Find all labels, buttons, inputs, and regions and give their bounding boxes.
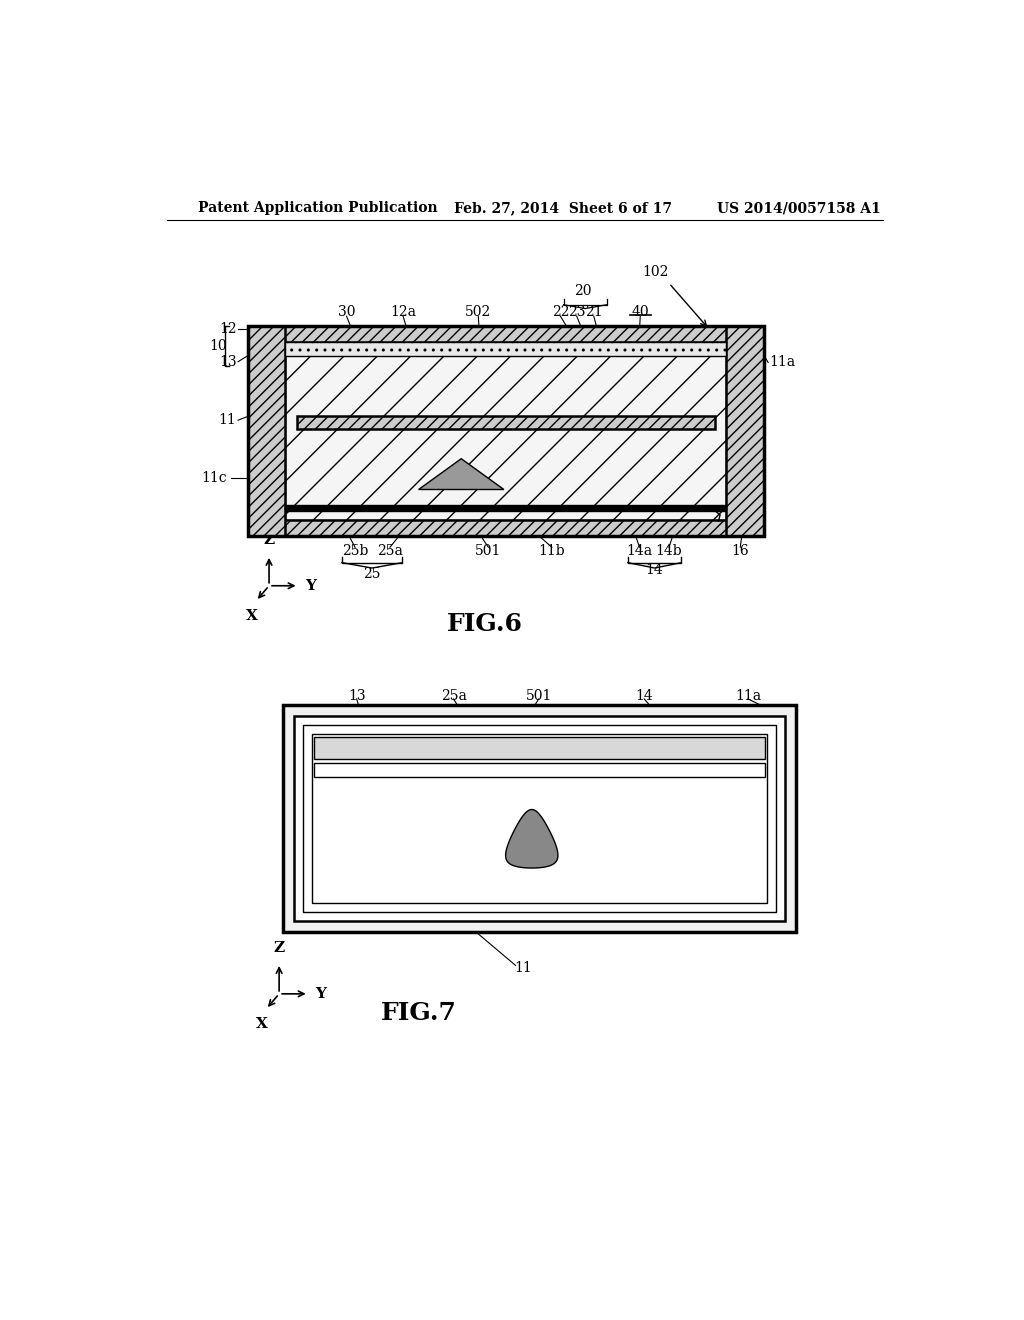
Text: X: X xyxy=(246,609,258,623)
Text: 11: 11 xyxy=(219,413,237,428)
Text: 16: 16 xyxy=(731,544,750,558)
Polygon shape xyxy=(419,459,504,490)
Bar xyxy=(312,734,767,903)
Text: 13: 13 xyxy=(219,355,237,368)
Text: 14: 14 xyxy=(645,564,664,577)
Text: 25b: 25b xyxy=(342,544,369,558)
Bar xyxy=(314,738,765,759)
Bar xyxy=(248,520,764,536)
Text: 14a: 14a xyxy=(627,544,652,558)
Bar xyxy=(286,342,726,355)
Text: 12a: 12a xyxy=(390,305,416,319)
Text: 502: 502 xyxy=(465,305,492,319)
Bar xyxy=(294,715,785,921)
Text: 501: 501 xyxy=(525,689,552,702)
Bar xyxy=(248,326,764,536)
Bar xyxy=(314,763,765,776)
Bar xyxy=(283,705,796,932)
Text: Z: Z xyxy=(273,941,285,956)
Text: 11: 11 xyxy=(514,961,532,975)
Text: 12: 12 xyxy=(219,322,237,337)
Text: 25a: 25a xyxy=(440,689,467,702)
Text: 30: 30 xyxy=(338,305,355,319)
Text: Patent Application Publication: Patent Application Publication xyxy=(198,202,437,215)
Text: 22: 22 xyxy=(552,305,569,319)
Bar xyxy=(248,326,764,342)
Text: 25: 25 xyxy=(364,568,381,581)
Text: Feb. 27, 2014  Sheet 6 of 17: Feb. 27, 2014 Sheet 6 of 17 xyxy=(454,202,672,215)
Bar xyxy=(726,326,764,536)
Text: 40: 40 xyxy=(632,305,649,319)
Text: 14: 14 xyxy=(635,689,653,702)
Text: 11b: 11b xyxy=(539,544,565,558)
Bar xyxy=(286,342,726,520)
Text: FIG.7: FIG.7 xyxy=(381,1001,457,1026)
Text: 11a: 11a xyxy=(770,355,796,370)
Bar xyxy=(297,416,715,429)
Text: 20: 20 xyxy=(574,284,592,298)
Text: 501: 501 xyxy=(475,544,502,558)
Text: 10: 10 xyxy=(210,339,227,354)
Text: 21: 21 xyxy=(585,305,602,319)
Text: X: X xyxy=(256,1016,268,1031)
Bar xyxy=(286,506,726,511)
Text: 11a: 11a xyxy=(735,689,761,702)
Polygon shape xyxy=(506,809,558,869)
Text: 13: 13 xyxy=(348,689,366,702)
Text: 14b: 14b xyxy=(655,544,682,558)
Text: Y: Y xyxy=(305,578,315,593)
Text: 11c: 11c xyxy=(202,471,227,484)
Text: Y: Y xyxy=(314,987,326,1001)
Text: Z: Z xyxy=(263,533,274,548)
Text: FIG.6: FIG.6 xyxy=(446,612,522,636)
Bar xyxy=(248,326,286,536)
Bar xyxy=(303,725,776,912)
Text: 25a: 25a xyxy=(377,544,402,558)
Text: 102: 102 xyxy=(642,265,669,280)
Text: 23: 23 xyxy=(568,305,586,319)
Text: US 2014/0057158 A1: US 2014/0057158 A1 xyxy=(717,202,881,215)
